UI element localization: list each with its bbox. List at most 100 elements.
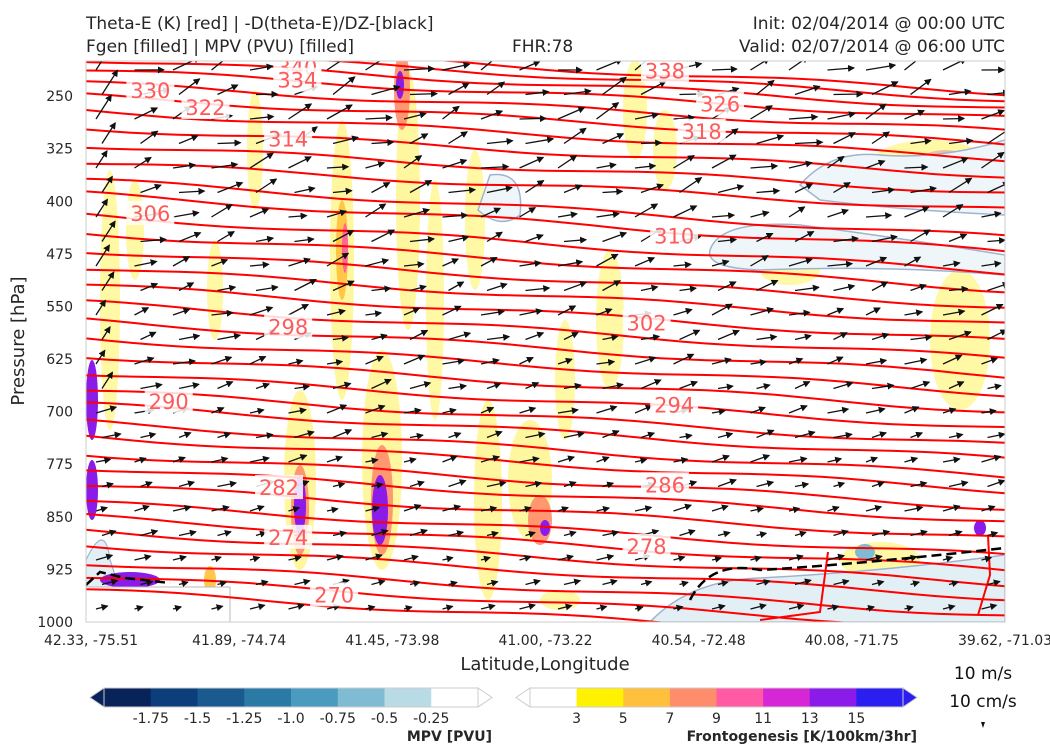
wind-arrow (865, 505, 883, 512)
wind-arrow (871, 431, 887, 439)
wind-arrow (640, 80, 667, 96)
wind-arrow (833, 182, 851, 194)
theta-e-label-bg (640, 472, 689, 497)
wind-arrow (371, 229, 396, 243)
theta-e-label-bg (677, 118, 726, 143)
wind-arrow (365, 310, 383, 318)
mpv-colorbar-label: MPV [PVU] (407, 729, 492, 745)
wind-arrow (981, 505, 996, 512)
theta-e-line (86, 528, 1005, 588)
wind-arrow (326, 554, 344, 561)
wind-arrow (640, 333, 661, 341)
wind-arrow (679, 380, 699, 390)
wind-arrow (486, 282, 508, 292)
y-tick-label: 775 (46, 457, 73, 473)
wind-arrow (756, 79, 775, 96)
wind-arrow (519, 156, 545, 169)
wind-arrow (525, 431, 546, 439)
wind-arrow (255, 178, 278, 194)
theta-e-label: 278 (627, 535, 667, 559)
wind-arrow (942, 157, 969, 169)
wind-arrow (827, 111, 856, 120)
title-line-1: Theta-E (K) [red] | -D(theta-E)/DZ-[blac… (86, 14, 434, 34)
wind-arrow (756, 531, 768, 539)
wind-arrow (448, 580, 458, 588)
wind-arrow (371, 378, 392, 390)
wind-arrow (519, 308, 543, 316)
wind-arrow (249, 261, 270, 269)
wind-arrow (409, 235, 435, 243)
wind-arrow (827, 604, 840, 612)
wind-arrow (833, 132, 856, 145)
wind-arrow (403, 155, 423, 169)
wind-arrow (486, 137, 514, 145)
wind-arrow (827, 260, 854, 268)
wind-arrow (596, 553, 615, 561)
wind-arrow (563, 382, 582, 390)
wind-arrow (178, 480, 196, 488)
wind-arrow (365, 258, 390, 267)
wind-arrow (294, 383, 311, 391)
colorbar-swatch (337, 688, 385, 707)
wind-arrow (833, 481, 846, 489)
wind-arrow (948, 233, 968, 243)
colorbar-swatch (150, 688, 198, 707)
wind-arrow (717, 478, 737, 488)
wind-arrow (101, 271, 115, 291)
wind-arrow (403, 354, 426, 365)
wind-arrow (596, 505, 611, 513)
wind-arrow (95, 553, 114, 561)
wind-arrow (101, 326, 111, 340)
wind-arrow (480, 603, 496, 611)
wind-arrow (480, 109, 504, 120)
wind-arrow (942, 115, 966, 123)
wind-arrow (448, 234, 470, 243)
wind-arrow (371, 481, 384, 489)
wind-arrow (409, 381, 432, 390)
theta-e-line (86, 268, 1005, 324)
wind-arrow (756, 334, 778, 341)
y-tick-label: 850 (46, 510, 73, 526)
wind-arrow (332, 481, 346, 489)
wind-arrow (788, 113, 819, 121)
wind-arrow (640, 379, 662, 390)
wind-arrow (134, 356, 155, 365)
wind-arrow (519, 505, 532, 513)
wind-arrow (602, 231, 628, 243)
y-axis-label: Pressure [hPa] (8, 276, 29, 405)
wind-arrow (134, 156, 152, 169)
wind-arrow (640, 579, 653, 587)
forecast-hour: FHR:78 (512, 37, 574, 57)
wind-arrow (602, 334, 619, 342)
theta-e-line (86, 233, 1005, 294)
theta-e-label-bg (126, 200, 175, 225)
wind-arrow (134, 456, 147, 464)
theta-e-line (86, 545, 1005, 602)
wind-arrow (140, 579, 154, 587)
wind-arrow (557, 357, 573, 365)
colorbar-swatch (716, 688, 764, 707)
wind-arrow (365, 553, 383, 561)
wind-arrow (211, 61, 224, 71)
colorbar-swatch (856, 688, 904, 707)
colorbar-swatch (197, 688, 245, 707)
wind-arrow (365, 457, 379, 465)
wind-arrow (904, 357, 928, 365)
wind-arrow (833, 529, 849, 537)
wind-arrow (519, 357, 534, 365)
colorbar-swatch (763, 688, 811, 707)
wind-arrow (750, 406, 766, 414)
wind-arrow (640, 139, 663, 147)
wind-arrow (602, 529, 620, 537)
wind-arrow (288, 103, 313, 120)
wind-arrow (486, 530, 499, 538)
wind-arrow (602, 429, 620, 439)
wind-arrow (519, 260, 542, 268)
wind-arrow (365, 114, 393, 122)
wind-arrow (634, 457, 648, 465)
valid-time: Valid: 02/07/2014 @ 06:00 UTC (739, 37, 1005, 57)
wind-arrow (403, 307, 421, 316)
wind-arrow (140, 431, 157, 439)
colorbar-swatch (104, 688, 152, 707)
wind-arrow (557, 554, 574, 562)
